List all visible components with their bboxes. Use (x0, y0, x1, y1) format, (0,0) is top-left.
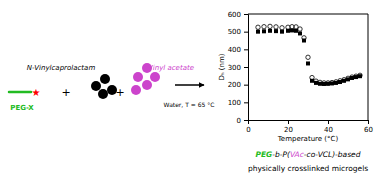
tick-label: 300 (228, 64, 241, 72)
vcl-label: N-Vinylcaprolactam (27, 64, 96, 72)
peg-x-label: PEG-X (10, 104, 34, 112)
vac-monomer (142, 80, 152, 90)
tick: 0 (246, 120, 250, 134)
axis-line (249, 121, 369, 125)
tick-mark (244, 85, 248, 86)
vac-monomer (133, 72, 143, 82)
schematic: N-Vinylcaprolactam Vinyl acetate ★ PEG-X + + W… (9, 63, 214, 112)
tick-label: 40 (324, 126, 333, 134)
tick-label: 200 (228, 81, 241, 89)
tick-mark (244, 67, 248, 68)
series (256, 28, 362, 86)
tick-mark (244, 14, 248, 15)
tick-mark (368, 120, 369, 124)
y-axis: 0 100 200 300 400 500 600 (228, 11, 249, 125)
tick-label: 600 (228, 11, 241, 19)
x-axis: 0 20 40 60 (246, 120, 373, 134)
point (298, 31, 302, 35)
caption-part: VAc (290, 150, 305, 159)
axis-line (244, 15, 249, 121)
point (268, 24, 272, 28)
tick-label: 60 (364, 126, 373, 134)
caption: physically crosslinked microgels (248, 164, 368, 173)
tick: 20 (284, 120, 293, 134)
tick-mark (244, 32, 248, 33)
tick-mark (244, 120, 248, 121)
plot-area (248, 14, 368, 120)
tick-mark (288, 120, 289, 124)
y-axis-title: Dₕ (nm) (218, 53, 226, 80)
tick: 500 (228, 28, 248, 36)
x-axis-title: Temperature (°C) (277, 135, 339, 143)
tick: 600 (228, 11, 248, 19)
tick-mark (244, 49, 248, 50)
tick-label: 400 (228, 46, 241, 54)
tick-label: 500 (228, 28, 241, 36)
point (298, 27, 302, 31)
tick-mark (244, 102, 248, 103)
condition-label: Water, T = 65 °C (164, 101, 215, 108)
tick: 300 (228, 64, 248, 72)
caption: PEG-b-P(VAc-co-VCL)-based (256, 150, 361, 159)
tick: 0 (237, 117, 248, 125)
point (256, 30, 260, 34)
tick-mark (328, 120, 329, 124)
vcl-monomer (98, 89, 108, 99)
tick-label: 0 (237, 117, 241, 125)
point (262, 29, 266, 33)
point (306, 55, 310, 59)
vac-monomer (131, 85, 141, 95)
series (256, 24, 362, 85)
point (310, 75, 314, 79)
points (256, 24, 362, 86)
tick: 40 (324, 120, 333, 134)
vac-monomer (150, 72, 160, 82)
point (268, 29, 272, 33)
point (262, 25, 266, 29)
point (302, 36, 306, 40)
plus-sign: + (61, 86, 70, 99)
vcl-monomer (100, 74, 110, 84)
tick: 400 (228, 46, 248, 54)
point (256, 25, 260, 29)
chart: N-Vinylcaprolactam Vinyl acetate ★ PEG-X + + W… (0, 0, 378, 180)
tick-label: 0 (246, 126, 250, 134)
point (280, 26, 284, 30)
tick: 100 (228, 99, 248, 107)
vac-label: Vinyl acetate (148, 64, 194, 72)
caption-part: -VCL)-based (315, 150, 360, 159)
point (358, 73, 362, 77)
point (306, 61, 310, 65)
caption-part: PEG (256, 150, 273, 159)
point (274, 25, 278, 29)
tick: 60 (364, 120, 373, 134)
peg-chain (9, 91, 31, 94)
tick: 200 (228, 81, 248, 89)
vcl-monomer (91, 81, 101, 91)
point (274, 29, 278, 33)
plot-frame (248, 14, 368, 120)
reaction-arrow (175, 84, 204, 86)
tick-label: 100 (228, 99, 241, 107)
plus-sign: + (115, 86, 124, 99)
peg-end-group: ★ (32, 87, 41, 98)
tick-label: 20 (284, 126, 293, 134)
